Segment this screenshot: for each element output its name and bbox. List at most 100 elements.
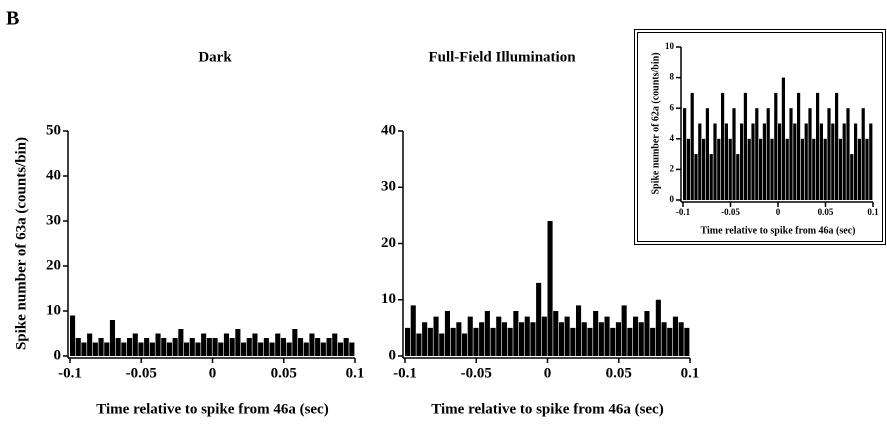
bar bbox=[343, 338, 349, 356]
bar bbox=[223, 333, 229, 356]
bar bbox=[770, 138, 774, 200]
bar bbox=[206, 338, 212, 356]
y-tick-label: 20 bbox=[381, 235, 396, 251]
x-tick-label: 0 bbox=[776, 207, 781, 217]
bar bbox=[109, 320, 115, 356]
bar bbox=[433, 316, 439, 356]
panel-label: B bbox=[6, 8, 19, 30]
bar bbox=[838, 138, 842, 200]
bar bbox=[823, 138, 827, 200]
y-axis-label: Spike number of 62a (counts/bin) bbox=[650, 52, 661, 194]
bar bbox=[781, 77, 785, 200]
bar bbox=[570, 327, 576, 356]
bar bbox=[755, 108, 759, 200]
bar bbox=[831, 123, 835, 200]
bar bbox=[92, 342, 98, 356]
bar bbox=[655, 299, 661, 356]
bar bbox=[298, 338, 304, 356]
inset-frame-inner bbox=[637, 32, 883, 242]
y-tick-label: 20 bbox=[46, 257, 61, 273]
bar bbox=[865, 138, 869, 200]
bar bbox=[178, 329, 184, 356]
bar bbox=[479, 322, 485, 356]
inset-frame bbox=[634, 29, 886, 245]
y-tick-label: 30 bbox=[381, 179, 396, 195]
bar bbox=[416, 333, 422, 356]
bar bbox=[229, 338, 235, 356]
x-tick-label: -0.05 bbox=[126, 365, 157, 381]
bar bbox=[252, 333, 258, 356]
bar bbox=[857, 138, 861, 200]
bar bbox=[661, 322, 667, 356]
bar bbox=[132, 333, 138, 356]
bar bbox=[762, 123, 766, 200]
y-tick-label: 10 bbox=[46, 302, 61, 318]
bar bbox=[280, 338, 286, 356]
y-tick-label: 30 bbox=[46, 212, 61, 228]
y-axis-label: Spike number of 63a (counts/bin) bbox=[13, 137, 29, 350]
bar bbox=[166, 342, 172, 356]
bar bbox=[121, 342, 127, 356]
bar bbox=[172, 338, 178, 356]
bar bbox=[547, 221, 553, 356]
x-axis-label: Time relative to spike from 46a (sec) bbox=[431, 401, 663, 417]
bar bbox=[778, 123, 782, 200]
bar bbox=[218, 342, 224, 356]
y-tick-label: 0 bbox=[54, 347, 62, 363]
x-tick-label: -0.05 bbox=[461, 365, 492, 381]
bar bbox=[501, 322, 507, 356]
x-tick-label: -0.1 bbox=[58, 365, 82, 381]
y-tick-label: 2 bbox=[670, 163, 675, 173]
bar bbox=[315, 338, 321, 356]
x-tick-label: 0.1 bbox=[681, 365, 700, 381]
bar bbox=[184, 342, 190, 356]
bar bbox=[797, 92, 801, 200]
bar bbox=[751, 123, 755, 200]
y-tick-label: 0 bbox=[389, 347, 397, 363]
x-tick-label: -0.05 bbox=[721, 207, 740, 217]
bar bbox=[337, 342, 343, 356]
bar bbox=[246, 338, 252, 356]
bar bbox=[581, 322, 587, 356]
bar bbox=[326, 338, 332, 356]
bar bbox=[473, 327, 479, 356]
bar bbox=[702, 138, 706, 200]
bar bbox=[816, 92, 820, 200]
bar bbox=[610, 327, 616, 356]
bar bbox=[127, 338, 133, 356]
bar bbox=[536, 282, 542, 356]
y-tick-label: 10 bbox=[381, 291, 396, 307]
bar bbox=[808, 108, 812, 200]
bar bbox=[728, 138, 732, 200]
x-tick-label: 0 bbox=[209, 365, 217, 381]
bar bbox=[812, 138, 816, 200]
bar bbox=[743, 92, 747, 200]
bar bbox=[496, 316, 502, 356]
bar bbox=[263, 338, 269, 356]
bar bbox=[759, 138, 763, 200]
bar bbox=[98, 338, 104, 356]
bar bbox=[633, 316, 639, 356]
bar bbox=[320, 342, 326, 356]
x-tick-label: 0.1 bbox=[867, 207, 879, 217]
bar bbox=[541, 316, 547, 356]
x-tick-label: 0.05 bbox=[818, 207, 834, 217]
bar bbox=[212, 338, 218, 356]
bar bbox=[410, 305, 416, 356]
bar bbox=[827, 108, 831, 200]
bar bbox=[819, 123, 823, 200]
y-tick-label: 10 bbox=[665, 41, 675, 51]
bar bbox=[81, 342, 87, 356]
bar bbox=[553, 311, 559, 356]
chart-title: Full-Field Illumination bbox=[428, 49, 576, 65]
bar bbox=[593, 311, 599, 356]
bar bbox=[467, 316, 473, 356]
bar bbox=[292, 329, 298, 356]
bar bbox=[747, 138, 751, 200]
bar bbox=[456, 322, 462, 356]
x-axis-label: Time relative to spike from 46a (sec) bbox=[96, 401, 328, 417]
bar bbox=[861, 108, 865, 200]
bar bbox=[513, 311, 519, 356]
x-tick-label: 0.1 bbox=[346, 365, 365, 381]
